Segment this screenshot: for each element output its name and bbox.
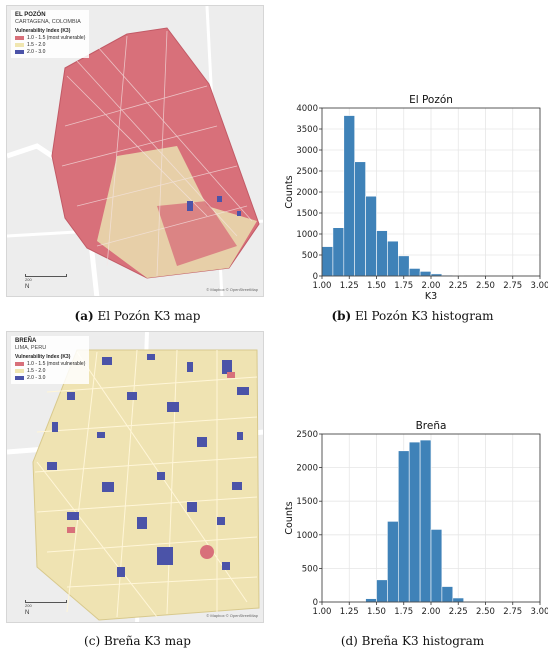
map-el-pozon: EL POZÓN CARTAGENA, COLOMBIA Vulnerabili… <box>6 5 264 297</box>
x-tick-label: 2.50 <box>476 607 495 617</box>
map-attribution: © Mapbox © OpenStreetMap <box>206 613 258 618</box>
histogram-bar <box>419 271 432 277</box>
map-title: EL POZÓN <box>15 12 46 18</box>
y-tick-label: 2000 <box>296 464 318 474</box>
map-subtitle: LIMA, PERU <box>15 345 47 351</box>
y-tick-label: 0 <box>313 598 318 608</box>
map-attribution: © Mapbox © OpenStreetMap <box>206 287 258 292</box>
x-tick-label: 3.00 <box>531 607 548 617</box>
x-tick-label: 3.00 <box>531 281 548 291</box>
y-tick-label: 500 <box>302 564 318 574</box>
y-tick-label: 1500 <box>296 497 318 507</box>
x-tick-label: 1.75 <box>394 281 413 291</box>
histogram-bar <box>321 246 334 277</box>
chart-title: Breña <box>416 420 447 432</box>
y-tick-label: 1000 <box>296 230 318 240</box>
histogram-bar <box>398 255 410 277</box>
north-arrow-icon: N <box>25 284 30 290</box>
histogram-brena: 1.00 1.25 1.50 1.75 2.00 2.25 2.50 2.75 3.00 0 500… <box>282 418 548 618</box>
y-tick-label: 0 <box>313 272 318 282</box>
caption-a: (a) El Pozón K3 map <box>74 309 201 323</box>
histogram-bar <box>365 598 377 603</box>
histogram-bar <box>343 115 355 277</box>
y-tick-label: 2500 <box>296 430 318 440</box>
legend-item: 1.0 - 1.5 (most vulnerable) <box>15 35 85 42</box>
y-axis-label: Counts <box>284 175 295 208</box>
y-tick-label: 500 <box>302 251 318 261</box>
x-axis-label: K3 <box>425 291 437 302</box>
x-tick-label: 2.25 <box>449 281 468 291</box>
legend-item: 2.0 - 3.0 <box>15 375 85 382</box>
map-subtitle: CARTAGENA, COLOMBIA <box>15 19 81 25</box>
y-tick-label: 1500 <box>296 209 318 219</box>
histogram-bar <box>387 521 399 603</box>
legend-item: 2.0 - 3.0 <box>15 49 85 56</box>
legend-item: 1.0 - 1.5 (most vulnerable) <box>15 361 85 368</box>
histogram-bar <box>376 230 388 277</box>
histogram-bar <box>398 450 410 603</box>
x-tick-label: 1.00 <box>313 607 332 617</box>
histogram-el-pozon: 1.00 1.25 1.50 1.75 2.00 2.25 2.50 2.75 3.00 0 500… <box>282 92 548 304</box>
histogram-bar <box>419 439 432 603</box>
legend-item: 1.5 - 2.0 <box>15 368 85 375</box>
y-tick-label: 2000 <box>296 188 318 198</box>
histogram-brena-svg: 1.00 1.25 1.50 1.75 2.00 2.25 2.50 2.75 3.00 0 500… <box>284 420 548 618</box>
histogram-bar <box>452 597 465 603</box>
y-tick-label: 3500 <box>296 125 318 135</box>
x-tick-label: 1.25 <box>340 607 359 617</box>
scale-bar: 200 <box>25 600 67 608</box>
map-el-pozon-canvas <box>7 6 263 296</box>
x-tick-label: 2.75 <box>503 281 522 291</box>
histogram-bar <box>408 441 421 603</box>
histogram-bar <box>387 240 399 277</box>
x-tick-label: 1.00 <box>313 281 332 291</box>
y-tick-label: 1000 <box>296 531 318 541</box>
histogram-bar <box>354 161 366 277</box>
x-tick-label: 2.75 <box>503 607 522 617</box>
x-tick-label: 1.25 <box>340 281 359 291</box>
chart-title: El Pozón <box>409 94 453 106</box>
histogram-bar <box>430 529 443 603</box>
x-tick-label: 1.50 <box>367 607 386 617</box>
legend-item: 1.5 - 2.0 <box>15 42 85 49</box>
histogram-bar <box>441 586 454 603</box>
x-tick-label: 2.50 <box>476 281 495 291</box>
legend-title: Vulnerability Index (K3) <box>15 354 71 360</box>
histogram-bar <box>376 579 388 603</box>
y-tick-label: 2500 <box>296 167 318 177</box>
x-tick-label: 2.00 <box>422 281 441 291</box>
x-tick-label: 1.50 <box>367 281 386 291</box>
caption-b: (b) El Pozón K3 histogram <box>331 309 494 323</box>
caption-d: (d) Breña K3 histogram <box>340 634 485 648</box>
legend-title: Vulnerability Index (K3) <box>15 28 71 34</box>
y-axis-label: Counts <box>284 501 295 534</box>
x-axis-label: K3 <box>425 617 437 618</box>
x-tick-label: 1.75 <box>394 607 413 617</box>
map-title: BREÑA <box>15 338 37 344</box>
map-legend: EL POZÓN CARTAGENA, COLOMBIA Vulnerabili… <box>11 10 90 58</box>
y-tick-label: 3000 <box>296 146 318 156</box>
histogram-bar <box>408 268 421 277</box>
caption-c: (c) Breña K3 map <box>84 634 191 648</box>
histogram-el-pozon-svg: 1.00 1.25 1.50 1.75 2.00 2.25 2.50 2.75 3.00 0 500… <box>284 94 548 302</box>
map-brena: BREÑA LIMA, PERU Vulnerability Index (K3… <box>6 331 264 623</box>
x-tick-label: 2.25 <box>449 607 468 617</box>
scale-bar: 200 <box>25 274 67 282</box>
y-tick-label: 4000 <box>296 104 318 114</box>
histogram-bar <box>365 195 377 277</box>
map-legend: BREÑA LIMA, PERU Vulnerability Index (K3… <box>11 336 90 384</box>
north-arrow-icon: N <box>25 610 30 616</box>
histogram-bar <box>332 227 345 277</box>
x-tick-label: 2.00 <box>422 607 441 617</box>
